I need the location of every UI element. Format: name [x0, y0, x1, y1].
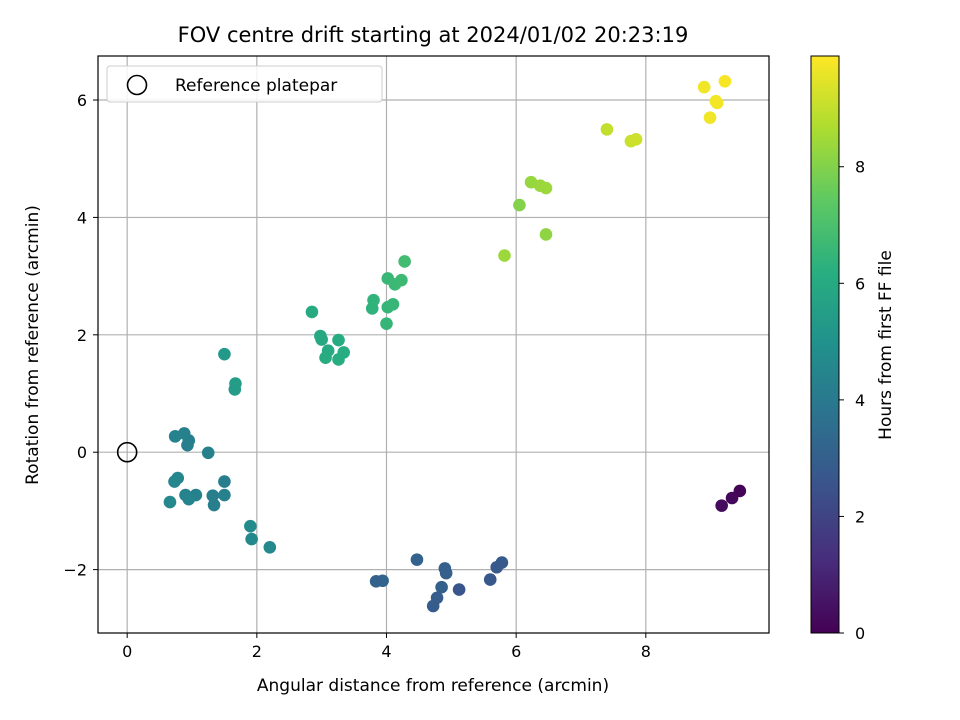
legend-box: [106, 65, 383, 103]
data-point: [218, 475, 231, 488]
data-point: [539, 228, 553, 241]
data-point: [207, 498, 221, 512]
grid-lines: [98, 56, 769, 633]
data-points: [163, 74, 747, 613]
data-point: [168, 475, 181, 488]
colorbar-gradient: [810, 55, 840, 634]
data-point: [725, 491, 739, 505]
data-point: [182, 492, 196, 506]
data-point: [228, 383, 242, 396]
data-point: [483, 573, 497, 586]
data-point: [319, 351, 332, 365]
data-point: [715, 499, 728, 512]
x-axis-ticks: 0 2 4 6 8: [122, 633, 651, 661]
legend-label-reference: Reference platepar: [175, 76, 337, 96]
data-point: [244, 519, 257, 533]
data-point: [439, 566, 453, 580]
y-tick-label: 4: [77, 208, 87, 227]
data-point: [539, 181, 553, 195]
y-tick-label: 0: [77, 443, 87, 462]
data-point: [426, 599, 440, 613]
colorbar-tick-label: 6: [855, 274, 865, 293]
reference-platepar-marker: [116, 441, 138, 463]
data-point: [710, 96, 724, 110]
data-point: [718, 74, 732, 88]
data-point: [629, 133, 643, 146]
data-point: [168, 430, 182, 443]
data-point: [245, 532, 258, 546]
data-point: [386, 297, 400, 311]
data-point: [380, 317, 393, 330]
x-tick-label: 8: [641, 642, 651, 661]
x-tick-label: 2: [252, 642, 262, 661]
data-point: [600, 123, 614, 136]
x-tick-label: 6: [511, 642, 521, 661]
x-tick-label: 0: [122, 642, 132, 661]
colorbar-tick-label: 0: [855, 624, 865, 643]
data-point: [435, 580, 448, 594]
chart-title: FOV centre drift starting at 2024/01/02 …: [178, 23, 689, 47]
legend: Reference platepar: [106, 65, 383, 103]
data-point: [498, 249, 511, 262]
data-point: [513, 198, 526, 212]
data-point: [452, 583, 466, 596]
colorbar-tick-label: 2: [855, 507, 865, 526]
colorbar-ticks: 0 2 4 6 8: [839, 158, 865, 643]
data-point: [369, 575, 383, 588]
colorbar-tick-label: 8: [855, 158, 865, 177]
data-point: [263, 541, 277, 554]
data-point: [163, 495, 177, 509]
data-point: [697, 80, 711, 94]
data-point: [201, 446, 215, 460]
y-tick-label: −2: [63, 561, 87, 580]
data-point: [218, 347, 231, 361]
data-point: [490, 560, 504, 574]
x-tick-label: 4: [381, 642, 391, 661]
colorbar-tick-label: 4: [855, 391, 865, 410]
plot-frame: [97, 55, 770, 634]
data-point: [332, 333, 345, 347]
x-axis-label: Angular distance from reference (arcmin): [257, 676, 609, 696]
legend-reference-marker-icon: [126, 74, 148, 96]
data-point: [337, 346, 351, 359]
colorbar-label: Hours from first FF file: [876, 250, 896, 440]
data-point: [206, 489, 220, 502]
y-axis-label: Rotation from reference (arcmin): [23, 205, 43, 485]
data-point: [395, 273, 408, 287]
data-point: [410, 553, 424, 566]
data-point: [398, 255, 411, 268]
y-axis-ticks: −2 0 2 4 6: [63, 91, 98, 580]
data-point: [218, 488, 231, 502]
y-tick-label: 6: [77, 91, 87, 110]
data-point: [305, 305, 319, 319]
data-point: [703, 111, 717, 124]
data-point: [315, 333, 328, 346]
y-tick-label: 2: [77, 326, 87, 345]
colorbar: 0 2 4 6 8 Hours from first FF file: [810, 55, 896, 643]
data-point: [367, 293, 380, 307]
